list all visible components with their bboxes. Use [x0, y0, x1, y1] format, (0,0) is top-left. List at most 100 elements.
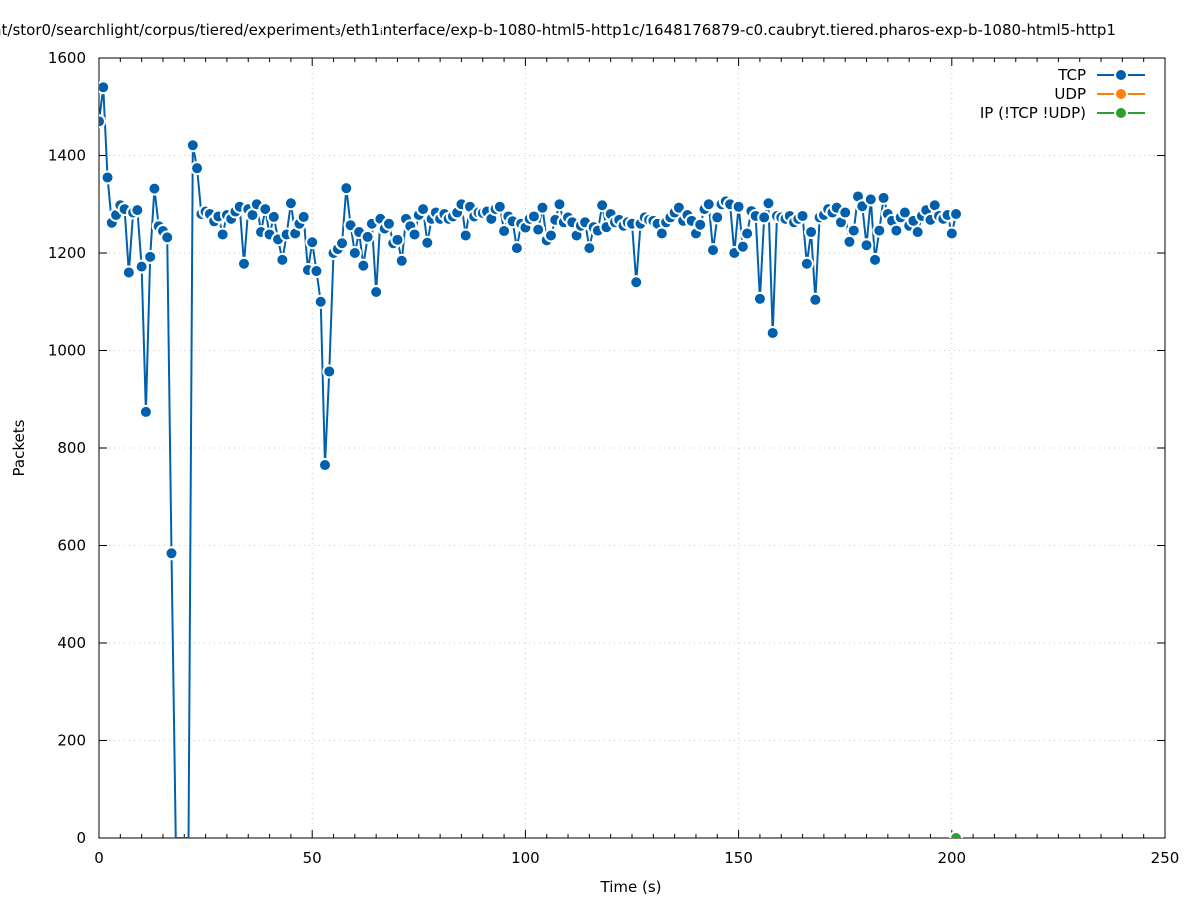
legend-label: TCP: [1057, 66, 1086, 84]
data-point: [134, 259, 149, 274]
data-point: [347, 246, 362, 260]
data-point: [752, 291, 767, 306]
data-point: [394, 253, 409, 268]
x-tick-label: 250: [1151, 849, 1180, 867]
data-point: [356, 258, 371, 273]
data-point: [100, 170, 115, 185]
legend-marker: [1114, 87, 1128, 101]
grid: [99, 58, 1165, 838]
legend-label: UDP: [1054, 85, 1086, 103]
y-tick-labels: 0 200 400 600 800 1000 1200 1400 1600: [48, 49, 86, 847]
data-point: [190, 161, 205, 176]
data-point: [629, 275, 644, 290]
y-tick-label: 600: [57, 537, 86, 555]
data-point: [121, 265, 136, 280]
data-point: [654, 226, 669, 241]
data-point: [309, 264, 324, 279]
series-0: [99, 80, 964, 838]
data-point: [842, 234, 857, 249]
data-point: [526, 209, 541, 224]
data-point: [369, 285, 384, 299]
data-point: [381, 216, 396, 231]
y-tick-label: 1600: [48, 49, 86, 67]
data-point: [147, 181, 162, 196]
data-point: [808, 292, 823, 307]
legend-label: IP (!TCP !UDP): [980, 104, 1086, 122]
data-point: [420, 235, 435, 250]
data-point: [416, 202, 431, 217]
data-point: [838, 205, 853, 220]
data-point: [458, 228, 473, 243]
data-point: [492, 199, 507, 214]
data-point: [266, 209, 281, 224]
y-tick-label: 1400: [48, 147, 86, 165]
data-point: [296, 209, 311, 224]
data-point: [305, 235, 320, 250]
data-point: [949, 831, 964, 838]
data-point: [138, 404, 153, 419]
data-point: [160, 230, 175, 245]
legend-marker: [1114, 106, 1128, 120]
plot-border: [98, 57, 1166, 839]
y-tick-label: 800: [57, 439, 86, 457]
axis-ticks: [98, 57, 1166, 839]
y-tick-label: 1000: [48, 342, 86, 360]
data-point: [710, 210, 725, 225]
data-point: [258, 202, 273, 217]
data-point: [335, 236, 350, 251]
data-point: [535, 200, 550, 215]
data-point: [949, 207, 964, 221]
data-point: [339, 181, 354, 196]
x-tick-label: 150: [724, 849, 753, 867]
data-point: [706, 243, 721, 258]
data-point: [215, 227, 230, 242]
data-point: [795, 208, 810, 223]
y-axis-label: Packets: [10, 419, 28, 476]
x-tick-labels: 0 50 100 150 200 250: [94, 849, 1179, 867]
data-point: [757, 210, 772, 225]
data-point: [390, 232, 405, 247]
x-tick-label: 50: [303, 849, 322, 867]
y-tick-label: 1200: [48, 244, 86, 262]
x-axis-label: Time (s): [600, 878, 662, 896]
x-tick-label: 100: [511, 849, 540, 867]
data-point: [740, 226, 755, 241]
data-point: [283, 196, 298, 211]
data-point: [317, 458, 332, 473]
data-point: [322, 364, 337, 379]
data-point: [130, 203, 145, 218]
data-point: [543, 228, 558, 243]
data-point: [761, 196, 776, 211]
data-point: [164, 546, 179, 561]
chart-title: nt/stor0/searchlight/corpus/tiered/exper…: [0, 21, 1116, 39]
series-layer: [99, 80, 964, 838]
data-point: [872, 223, 887, 238]
data-point: [582, 241, 597, 256]
y-tick-label: 400: [57, 634, 86, 652]
y-tick-label: 0: [76, 829, 86, 847]
data-point: [693, 217, 708, 232]
data-point: [671, 200, 686, 215]
data-point: [863, 192, 878, 207]
legend-marker: [1114, 68, 1128, 82]
x-tick-label: 0: [94, 849, 104, 867]
series-line: [99, 86, 958, 838]
data-point: [275, 252, 290, 267]
data-point: [313, 294, 328, 309]
data-point: [868, 252, 883, 267]
y-tick-label: 200: [57, 732, 86, 750]
data-point: [799, 256, 814, 271]
data-point: [595, 198, 610, 213]
data-point: [236, 256, 251, 271]
data-point: [897, 205, 912, 220]
x-tick-label: 200: [937, 849, 966, 867]
data-point: [552, 197, 567, 212]
data-point: [731, 199, 746, 214]
data-point: [735, 239, 750, 254]
data-point: [185, 138, 200, 153]
data-point: [360, 229, 375, 244]
data-point: [99, 114, 106, 129]
data-point: [765, 325, 780, 340]
